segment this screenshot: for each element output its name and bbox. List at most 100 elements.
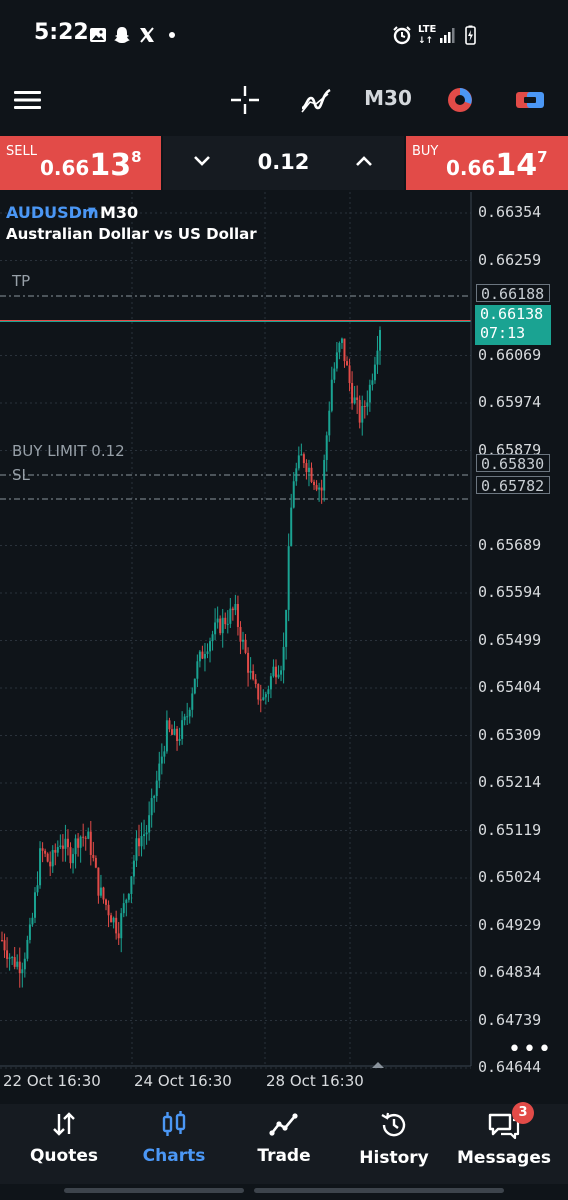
- candle-body: [115, 917, 118, 934]
- candle-body: [26, 939, 29, 959]
- indicators-button[interactable]: [296, 82, 336, 118]
- candle-body: [292, 481, 295, 508]
- price-tick: 0.64644: [478, 1058, 542, 1076]
- time-tick: 22 Oct 16:30: [3, 1072, 101, 1090]
- menu-button[interactable]: [8, 82, 48, 118]
- candle-body: [173, 728, 176, 735]
- candle-body: [379, 330, 381, 351]
- buy-price-sup: 7: [537, 148, 548, 166]
- trade-toggle-button[interactable]: [510, 82, 550, 118]
- candle-body: [239, 626, 242, 642]
- buy-price-big: 14: [495, 148, 538, 183]
- candle-body: [137, 838, 140, 847]
- lot-decrease-button[interactable]: [191, 150, 213, 176]
- timeframe-button[interactable]: M30: [364, 86, 412, 110]
- candle-body: [74, 838, 77, 855]
- buy-price-small: 0.66: [446, 156, 496, 180]
- candle-body: [257, 683, 260, 700]
- candle-body: [72, 854, 75, 864]
- candle-body: [300, 454, 303, 456]
- candle-body: [46, 853, 49, 862]
- candle-body: [16, 961, 19, 967]
- crosshair-button[interactable]: [225, 82, 265, 118]
- nav-charts[interactable]: Charts: [124, 1110, 224, 1180]
- candle-body: [366, 402, 369, 407]
- candle-body: [368, 384, 371, 403]
- bottom-navigation: [0, 1104, 568, 1184]
- candle-body: [328, 410, 331, 436]
- candle-body: [297, 455, 300, 469]
- buy-limit-price-box[interactable]: 0.65830: [476, 454, 550, 473]
- candle-body: [262, 697, 265, 701]
- toggle-trade-icon: [516, 92, 544, 108]
- candle-body: [282, 646, 285, 671]
- status-time: 5:22: [34, 20, 89, 45]
- tp-label: TP: [12, 272, 31, 290]
- candle-body: [97, 867, 100, 896]
- sell-price-small: 0.66: [40, 156, 90, 180]
- candle-body: [272, 666, 275, 677]
- candle-body: [112, 917, 115, 923]
- nav-quotes[interactable]: Quotes: [14, 1110, 114, 1180]
- candle-body: [59, 845, 62, 848]
- hamburger-icon: [14, 91, 41, 109]
- account-chart-button[interactable]: [440, 82, 480, 118]
- tp-price-box[interactable]: 0.66188: [476, 284, 550, 303]
- candle-body: [110, 915, 113, 923]
- symbol-name[interactable]: AUDUSDm: [6, 203, 99, 222]
- candle-body: [363, 406, 366, 408]
- nav-trade[interactable]: Trade: [234, 1110, 334, 1180]
- candle-body: [158, 763, 161, 781]
- buy-button[interactable]: BUY 0.66147: [406, 136, 568, 190]
- candle-body: [140, 836, 143, 847]
- candles: [1, 326, 381, 988]
- candle-body: [21, 969, 24, 974]
- candle-body: [285, 609, 288, 647]
- chart-toolbar: [0, 70, 568, 132]
- candle-body: [361, 406, 364, 423]
- buy-price: 0.66147: [446, 148, 548, 183]
- price-tick: 0.65309: [478, 725, 542, 744]
- lot-increase-button[interactable]: [353, 150, 375, 176]
- price-tick: 0.66069: [478, 345, 542, 364]
- candle-body: [23, 958, 26, 970]
- candle-body: [69, 847, 72, 864]
- candle-body: [11, 957, 14, 959]
- candle-body: [165, 720, 168, 752]
- signal-icon: [440, 28, 455, 43]
- nav-charts-label: Charts: [142, 1146, 206, 1166]
- candle-body: [135, 838, 138, 861]
- candle-body: [274, 666, 277, 678]
- price-chart[interactable]: [0, 192, 568, 1102]
- nav-history[interactable]: History: [344, 1110, 444, 1180]
- candle-body: [49, 861, 52, 867]
- gallery-icon: [90, 28, 106, 42]
- candle-body: [310, 467, 313, 482]
- candle-body: [325, 435, 328, 460]
- more-options-button[interactable]: •••: [508, 1037, 553, 1062]
- candle-body: [305, 463, 308, 473]
- nav-messages[interactable]: Messages: [454, 1110, 554, 1180]
- candle-body: [333, 368, 336, 380]
- candle-body: [160, 756, 163, 764]
- candle-body: [315, 485, 318, 490]
- sell-button[interactable]: SELL 0.66138: [0, 136, 161, 190]
- candle-body: [224, 617, 227, 625]
- price-tick: 0.66354: [478, 203, 542, 221]
- candle-body: [264, 694, 267, 698]
- candle-body: [56, 847, 59, 853]
- candle-body: [229, 608, 232, 624]
- sell-label: SELL: [6, 144, 37, 159]
- candle-body: [28, 924, 31, 940]
- candle-body: [148, 815, 151, 833]
- candle-body: [252, 670, 255, 680]
- symbol-dropdown-icon[interactable]: ▼: [88, 206, 96, 217]
- candle-body: [39, 848, 42, 886]
- candle-body: [247, 652, 250, 673]
- lot-value[interactable]: 0.12: [257, 150, 310, 174]
- candle-body: [348, 365, 351, 384]
- price-tick: 0.66259: [478, 250, 542, 269]
- candle-body: [340, 338, 343, 343]
- candle-body: [338, 342, 341, 353]
- sl-price-box[interactable]: 0.65782: [476, 476, 550, 495]
